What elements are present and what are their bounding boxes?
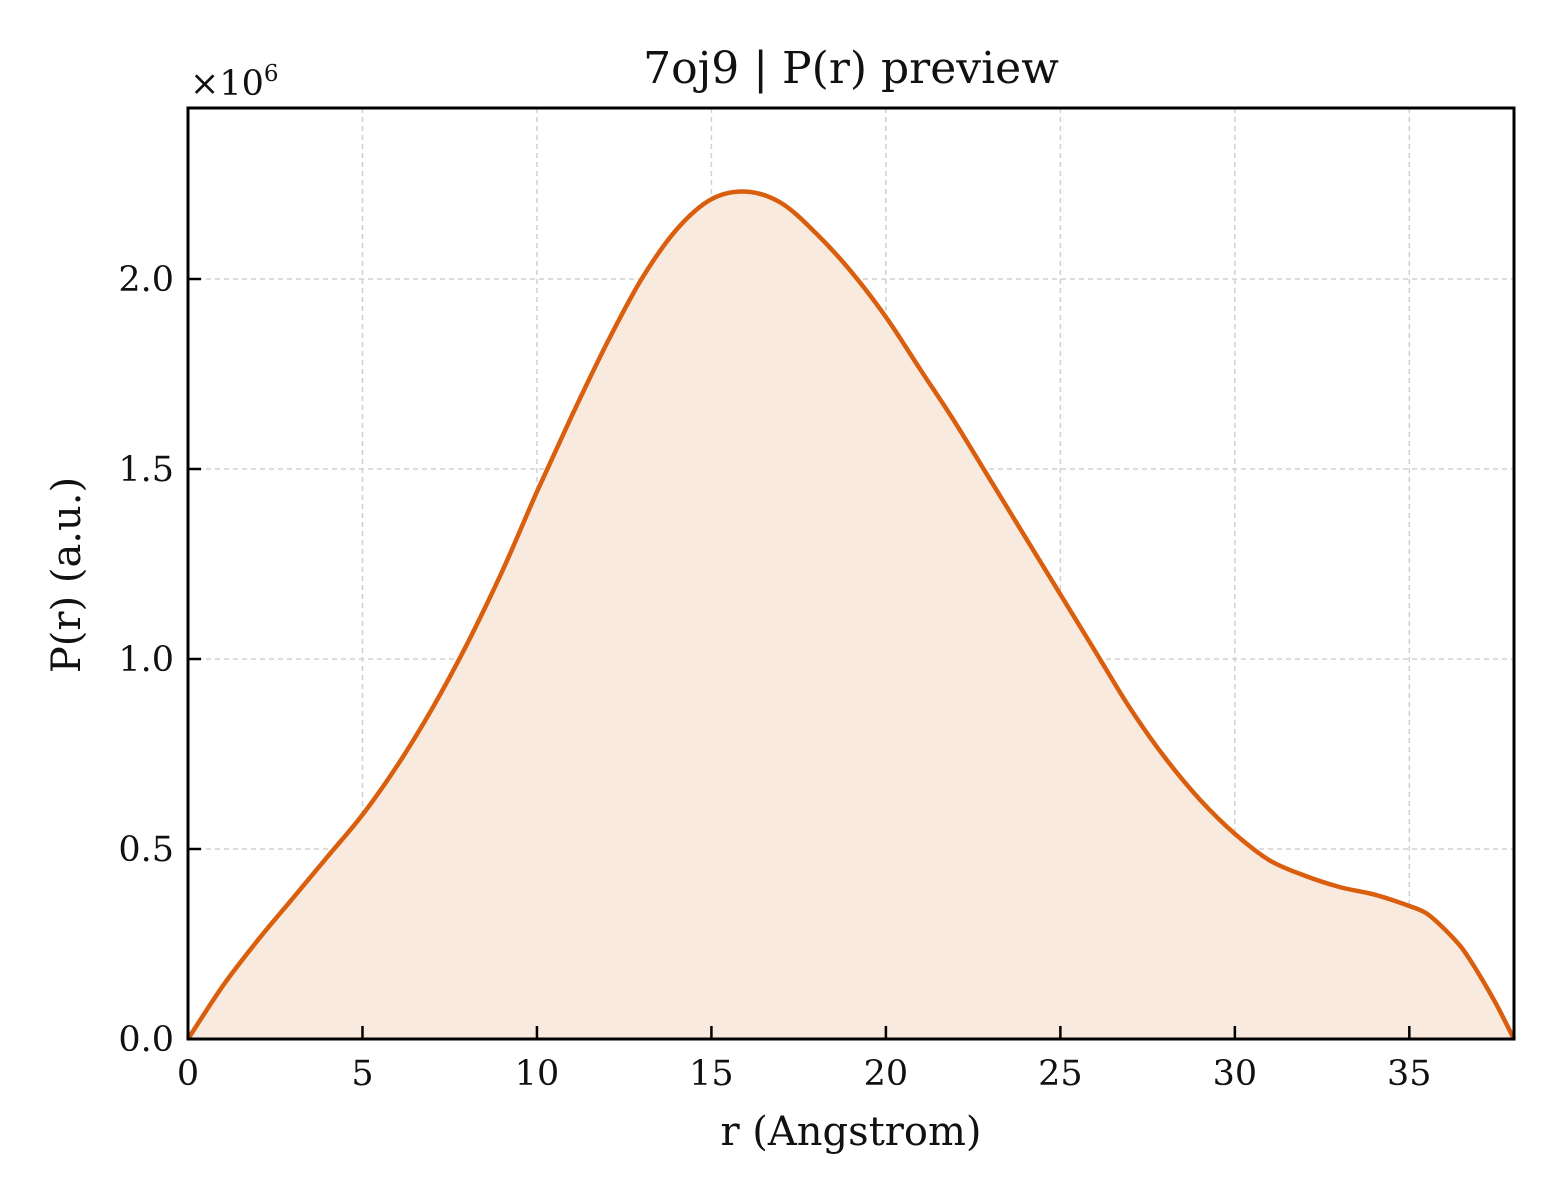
x-axis-label: r (Angstrom) xyxy=(720,1109,981,1155)
pr-area-fill xyxy=(188,191,1514,1039)
x-tick-label: 35 xyxy=(1387,1054,1432,1094)
axis-ticks xyxy=(186,277,1411,1041)
y-tick-label: 2.0 xyxy=(118,260,174,300)
x-tick-label: 0 xyxy=(177,1054,199,1094)
y-offset-base: ×10 xyxy=(190,64,264,104)
plot-frame xyxy=(186,106,1516,1041)
y-tick-label: 1.0 xyxy=(118,640,174,680)
y-tick-labels: 0.0 0.5 1.0 1.5 2.0 xyxy=(118,260,174,1060)
x-tick-label: 10 xyxy=(515,1054,560,1094)
x-tick-label: 15 xyxy=(689,1054,734,1094)
x-tick-label: 20 xyxy=(864,1054,909,1094)
x-tick-label: 25 xyxy=(1038,1054,1083,1094)
chart-title: 7oj9 | P(r) preview xyxy=(643,43,1059,94)
y-offset-exponent: 6 xyxy=(264,61,279,87)
y-offset-text: ×106 xyxy=(190,61,279,104)
x-tick-labels: 0 5 10 15 20 25 30 35 xyxy=(177,1054,1432,1094)
y-tick-label: 0.5 xyxy=(118,830,174,870)
y-axis-label: P(r) (a.u.) xyxy=(44,477,90,673)
pr-curve-line xyxy=(186,189,1517,1041)
y-tick-label: 0.0 xyxy=(118,1020,174,1060)
y-tick-label: 1.5 xyxy=(118,450,174,490)
x-tick-label: 5 xyxy=(351,1054,373,1094)
x-tick-label: 30 xyxy=(1213,1054,1258,1094)
